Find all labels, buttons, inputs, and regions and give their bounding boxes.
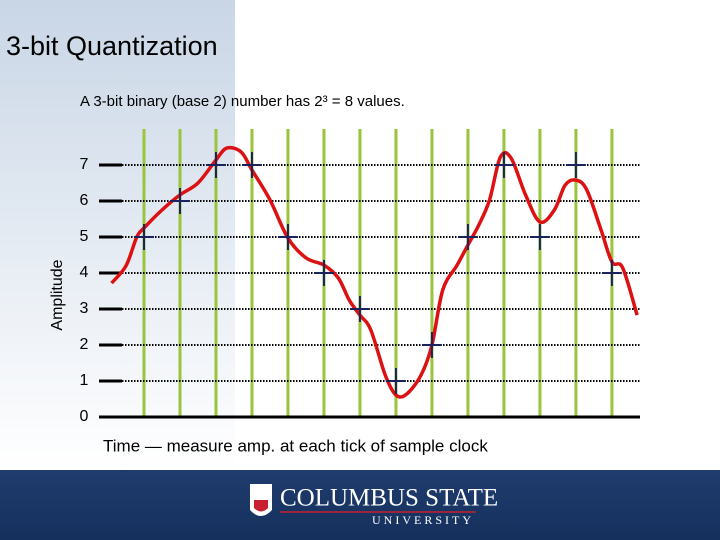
subtitle: A 3-bit binary (base 2) number has 2³ = …	[80, 93, 405, 110]
sample-point	[385, 368, 406, 394]
y-tick-label: 3	[80, 300, 89, 317]
y-tick-label: 7	[80, 156, 89, 173]
sample-point	[205, 152, 226, 178]
footer-name: COLUMBUS STATE	[280, 485, 498, 512]
y-tick-label: 4	[80, 264, 89, 281]
y-tick-label: 2	[80, 336, 89, 353]
footer-sub: UNIVERSITY	[372, 513, 474, 527]
y-tick-label: 0	[80, 408, 89, 425]
y-tick-label: 6	[80, 192, 89, 209]
title: 3-bit Quantization	[6, 31, 218, 61]
y-axis-label: Amplitude	[49, 259, 66, 330]
sample-point	[493, 152, 514, 178]
sample-point	[421, 332, 442, 358]
x-axis-label: Time — measure amp. at each tick of samp…	[103, 436, 488, 455]
side-panel	[0, 0, 235, 470]
signal-line	[110, 145, 639, 399]
sample-point	[457, 224, 478, 250]
sample-point	[565, 152, 586, 178]
footer-bar	[0, 470, 720, 540]
sample-point	[529, 224, 550, 250]
y-tick-label: 5	[80, 228, 89, 245]
sample-point	[277, 224, 298, 250]
sample-point	[313, 260, 334, 286]
sample-point	[601, 260, 622, 286]
sample-point	[349, 296, 370, 322]
sample-point	[133, 224, 154, 250]
logo-shield	[250, 484, 272, 516]
sample-point	[241, 152, 262, 178]
y-tick-label: 1	[80, 372, 89, 389]
sample-point	[169, 188, 190, 214]
